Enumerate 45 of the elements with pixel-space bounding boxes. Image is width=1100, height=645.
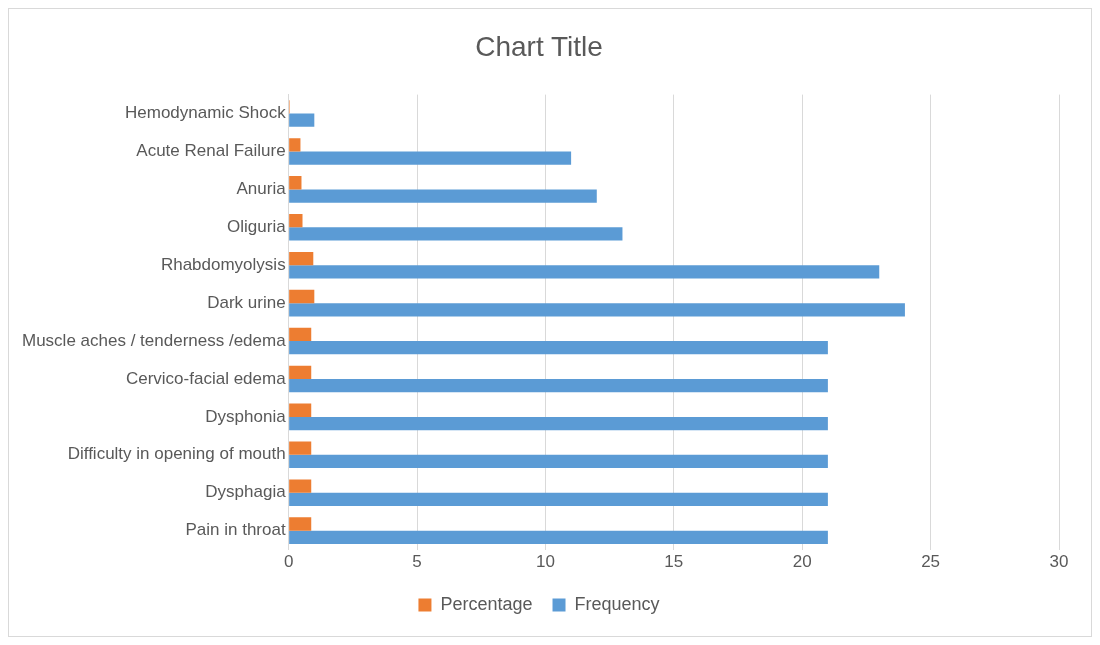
y-tick-label: Oliguria [227, 217, 287, 236]
bar [289, 227, 623, 241]
y-tick-label: Muscle aches / tenderness /edema [21, 330, 287, 350]
bar [289, 214, 303, 228]
y-tick-label: Difficulty in opening of mouth [67, 444, 286, 464]
legend-label: Percentage [440, 593, 533, 614]
bar [289, 265, 880, 279]
y-tick-label: Rhabdomyolysis [160, 254, 286, 274]
bar [289, 151, 572, 165]
bar [289, 403, 312, 417]
y-tick-label: Hemodynamic Shock [125, 103, 287, 123]
x-tick-label: 25 [921, 552, 941, 572]
bar [289, 303, 905, 317]
x-tick-label: 20 [792, 552, 812, 572]
bar [289, 454, 828, 469]
bar [289, 113, 315, 127]
y-tick-label: Pain in throat [185, 520, 286, 540]
bar [289, 378, 828, 393]
x-tick-label: 10 [535, 552, 555, 572]
bar [289, 176, 302, 190]
x-tick-label: 5 [412, 552, 422, 572]
bar [289, 479, 312, 493]
bar [289, 530, 828, 544]
chart-title: Chart Title [475, 30, 603, 62]
bar [289, 327, 312, 342]
y-tick-label: Cervico-facial edema [125, 368, 287, 388]
bar [289, 138, 301, 152]
y-tick-label: Anuria [236, 179, 287, 199]
x-tick-label: 0 [283, 552, 294, 572]
bar [289, 341, 828, 355]
bar [289, 441, 312, 455]
bar [289, 416, 828, 431]
x-tick-label: 15 [664, 552, 684, 572]
bar [289, 189, 597, 203]
bar [289, 492, 828, 506]
bar [289, 289, 315, 304]
bar [289, 365, 312, 379]
y-tick-label: Dysphagia [205, 482, 287, 502]
bar [289, 251, 314, 266]
bar [289, 517, 312, 531]
y-tick-label: Acute Renal Failure [136, 141, 286, 161]
y-tick-label: Dark urine [207, 292, 286, 312]
x-tick-label: 30 [1049, 552, 1069, 572]
y-tick-label: Dysphonia [205, 406, 287, 426]
legend-label: Frequency [574, 593, 660, 614]
